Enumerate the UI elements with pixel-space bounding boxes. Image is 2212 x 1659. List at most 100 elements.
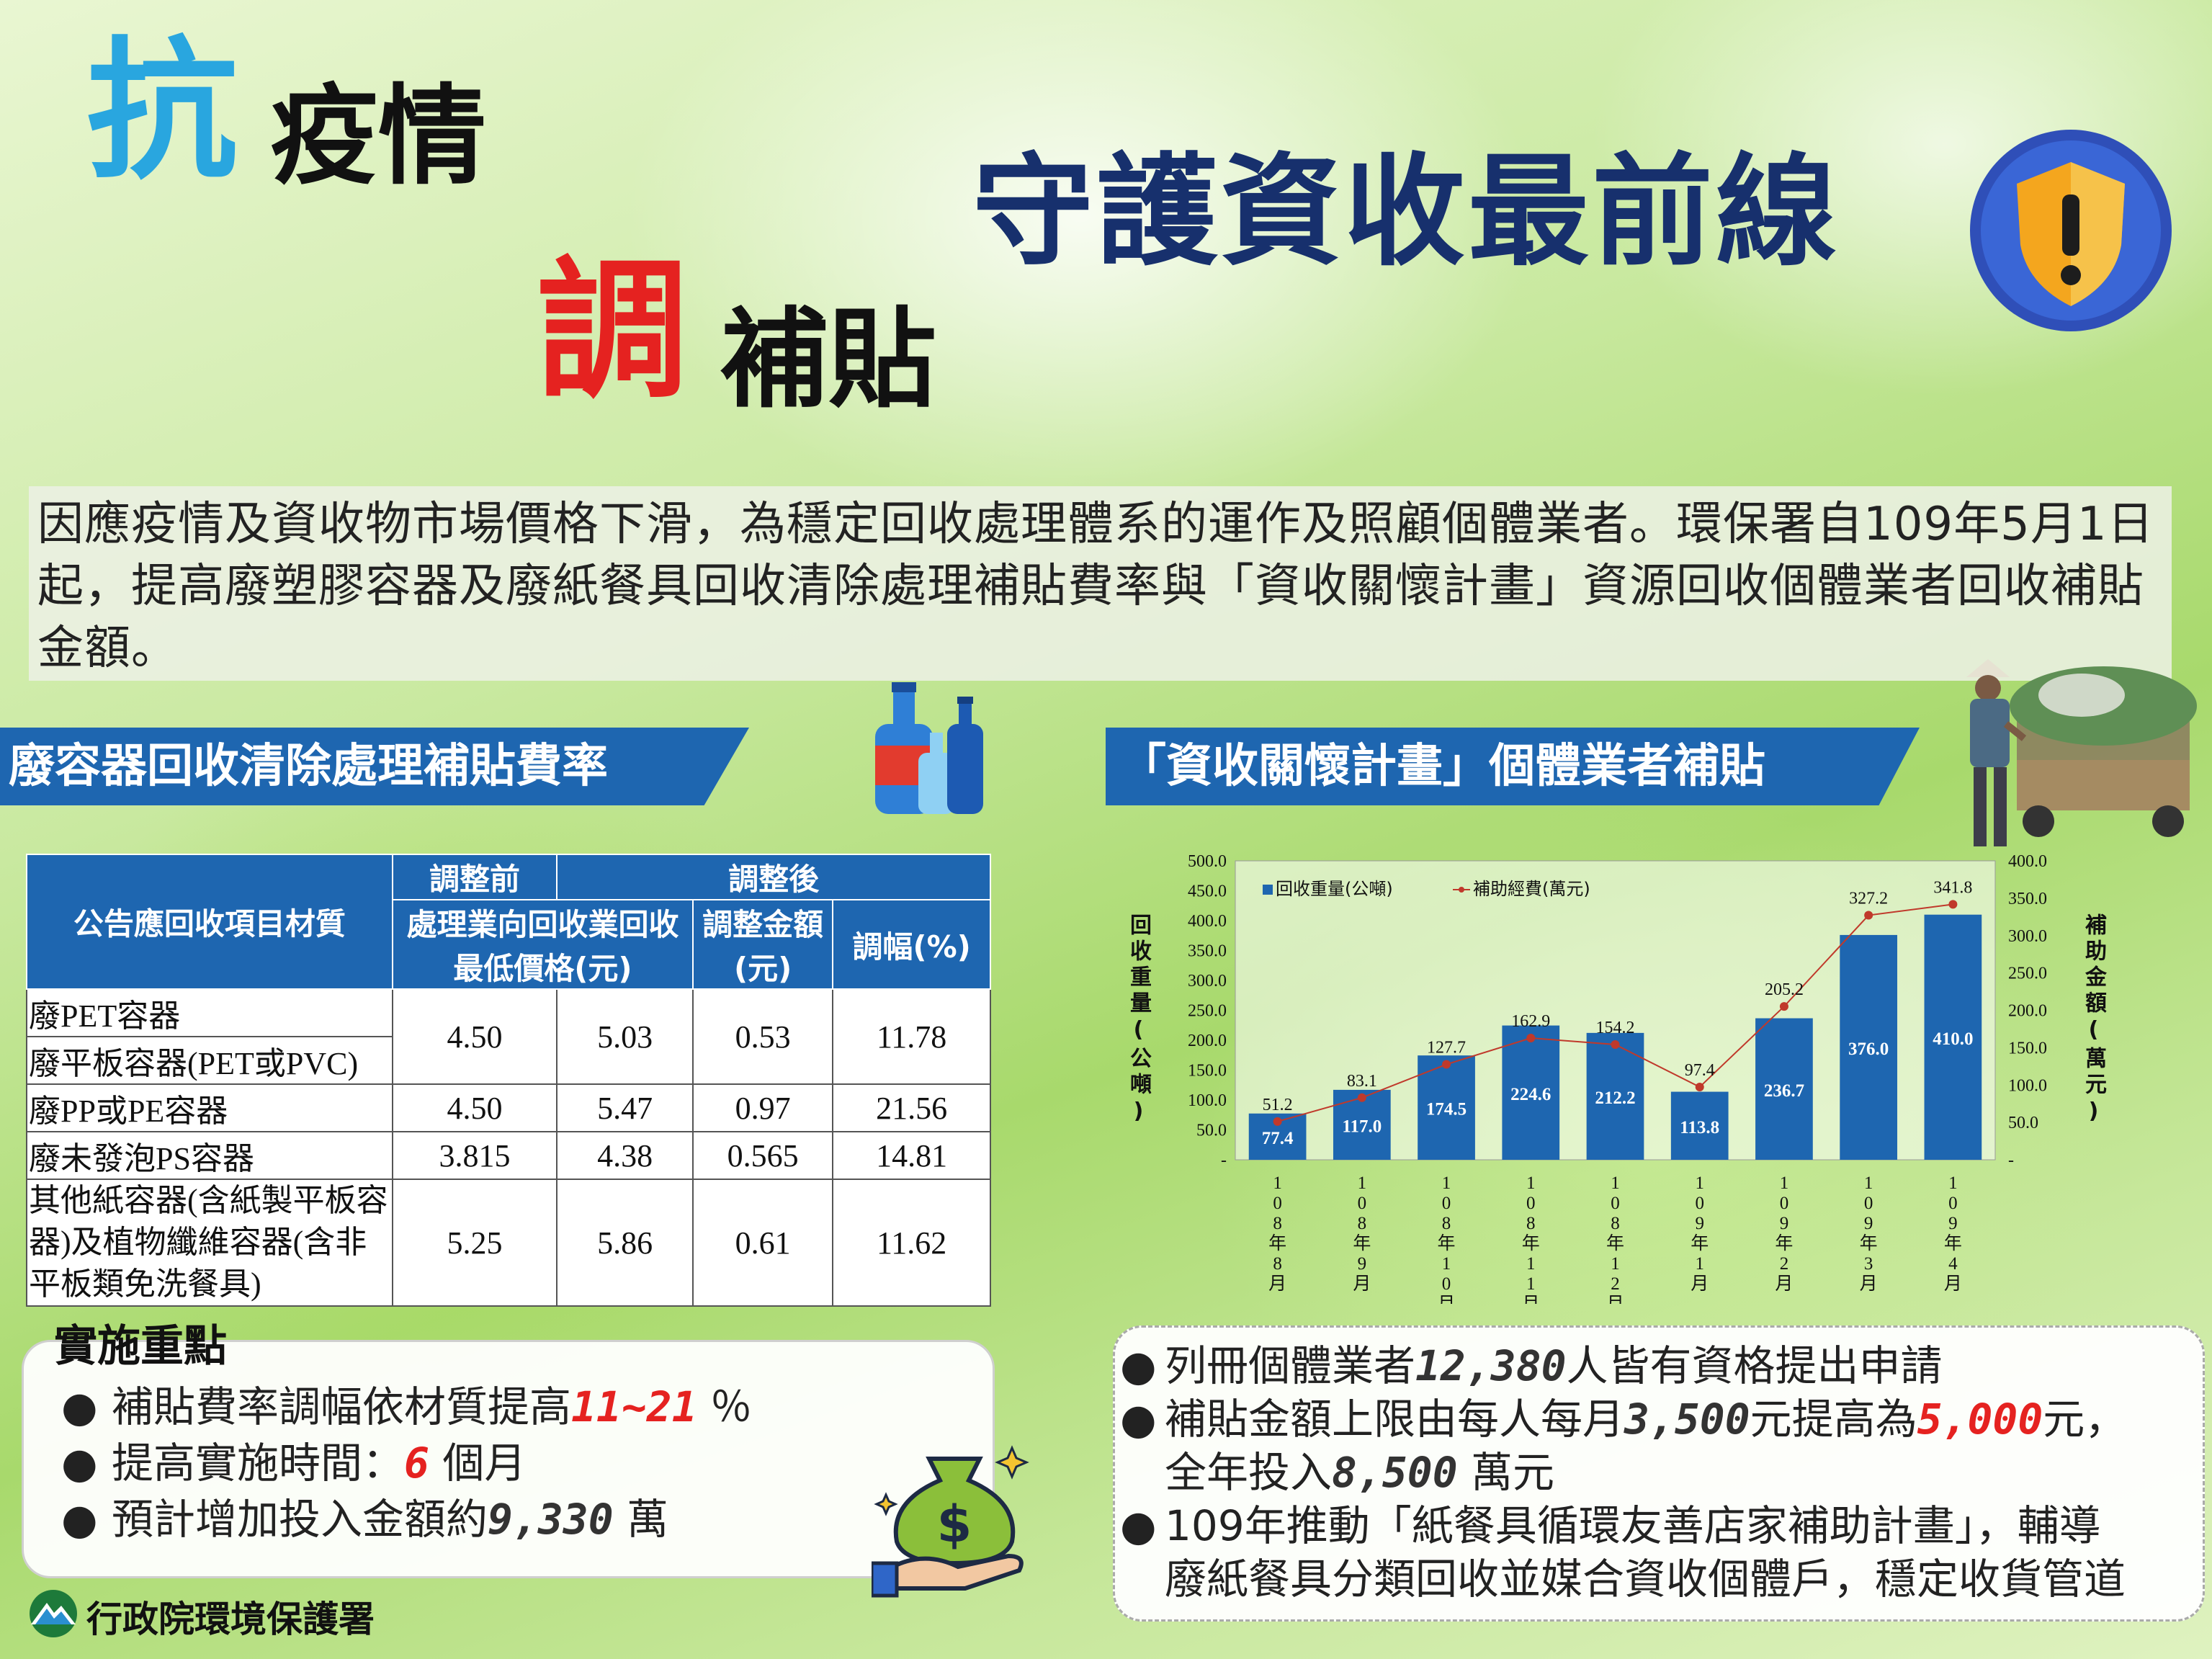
cell-diff: 0.97	[692, 1083, 834, 1132]
x-tick-char: 4	[1948, 1254, 1958, 1274]
legend-line-marker	[1459, 887, 1464, 893]
header-after: 調整後	[556, 854, 991, 900]
y-tick-left: 400.0	[1188, 912, 1227, 931]
y-tick-left: 450.0	[1188, 882, 1227, 901]
bar	[1670, 1091, 1729, 1160]
rb2-text-post: 元，	[2043, 1395, 2127, 1444]
impl-bullet-1: ● 補貼費率調幅依材質提高11~21 ％	[61, 1382, 753, 1431]
y-tick-right: 300.0	[2008, 927, 2047, 946]
bottles-icon	[875, 682, 983, 814]
x-tick-char: 3	[1864, 1254, 1873, 1274]
main-headline: 守護資收最前線	[972, 141, 1840, 282]
x-tick-char: 年	[1268, 1233, 1286, 1253]
x-tick-char: 月	[1691, 1274, 1709, 1294]
cell-before: 4.50	[391, 1083, 558, 1132]
right-bullet-2: ● 補貼金額上限由每人每月3,500元提高為5,000元，	[1120, 1395, 2127, 1444]
y-tick-right: 400.0	[2008, 852, 2047, 871]
y-tick-left: -	[1221, 1151, 1227, 1170]
x-tick-char: 1	[1948, 1173, 1958, 1193]
line-value-label: 127.7	[1427, 1039, 1466, 1057]
cell-after: 5.47	[556, 1083, 694, 1132]
x-tick-char: 年	[1353, 1233, 1371, 1253]
legend-bar-swatch	[1263, 885, 1273, 895]
y-tick-left: 500.0	[1188, 852, 1227, 871]
impl-b2-value: 6	[404, 1439, 429, 1488]
x-tick-label: 108年10月	[1438, 1173, 1456, 1304]
x-tick-char: 1	[1695, 1173, 1704, 1193]
implementation-title: 實施重點	[54, 1321, 227, 1372]
cell-after: 5.03	[556, 988, 694, 1085]
line-value-label: 154.2	[1596, 1019, 1635, 1037]
rb2-value-old: 3,500	[1624, 1395, 1750, 1444]
impl-b1-text: 補貼費率調幅依材質提高	[112, 1382, 572, 1431]
section-title-container-rate: 廢容器回收清除處理補貼費率	[0, 728, 749, 805]
cell-pct: 14.81	[832, 1131, 991, 1180]
y-tick-left: 150.0	[1188, 1062, 1227, 1081]
x-tick-char: 8	[1526, 1214, 1536, 1233]
x-tick-char: 1	[1273, 1173, 1282, 1193]
y-tick-right: 250.0	[2008, 965, 2047, 983]
bar-value-label: 212.2	[1595, 1088, 1635, 1108]
recycler-cart-icon	[1966, 659, 2197, 846]
y-tick-right: 350.0	[2008, 890, 2047, 908]
cell-after: 5.86	[556, 1179, 694, 1307]
line-value-label: 162.9	[1511, 1012, 1550, 1031]
x-tick-char: 8	[1273, 1214, 1282, 1233]
cell-diff: 0.565	[692, 1131, 834, 1180]
x-tick-char: 0	[1780, 1194, 1789, 1213]
title-subsidy: 補貼	[720, 298, 937, 423]
bar	[1418, 1055, 1475, 1160]
impl-bullet-2: ● 提高實施時間：6 個月	[61, 1439, 527, 1488]
x-tick-char: 1	[1695, 1254, 1704, 1274]
header-material: 公告應回收項目材質	[26, 854, 393, 990]
line-point	[1273, 1117, 1282, 1126]
x-tick-char: 年	[1691, 1233, 1709, 1253]
x-tick-char: 2	[1611, 1274, 1620, 1294]
title-epidemic: 疫情	[270, 74, 487, 200]
x-tick-char: 1	[1442, 1254, 1451, 1274]
header-before: 調整前	[391, 854, 558, 900]
x-tick-char: 月	[1944, 1274, 1962, 1294]
x-tick-char: 0	[1442, 1194, 1451, 1213]
table-row: 廢PP或PE容器 4.50 5.47 0.97 21.56	[26, 1083, 991, 1132]
x-tick-char: 9	[1358, 1254, 1367, 1274]
x-tick-char: 1	[1864, 1173, 1873, 1193]
table-row: 廢PET容器 4.50 5.03 0.53 11.78	[26, 988, 991, 1085]
header-after-amount: 調整金額(元)	[692, 899, 834, 990]
impl-b2-unit: 個月	[429, 1439, 527, 1488]
line-point	[1357, 1093, 1366, 1102]
rb2l2-value: 8,500	[1332, 1448, 1458, 1497]
cell-pct: 11.62	[832, 1179, 991, 1307]
line-point	[1526, 1033, 1536, 1042]
agency-name: 行政院環境保護署	[86, 1598, 375, 1640]
cell-material: 廢PET容器	[26, 988, 393, 1037]
impl-b2-text: 提高實施時間：	[112, 1439, 405, 1488]
bar-value-label: 410.0	[1933, 1029, 1973, 1049]
x-tick-char: 月	[1353, 1274, 1371, 1294]
table-row: 廢未發泡PS容器 3.815 4.38 0.565 14.81	[26, 1131, 991, 1180]
x-tick-char: 8	[1611, 1214, 1620, 1233]
x-tick-char: 年	[1438, 1233, 1456, 1253]
rb2-text: 補貼金額上限由每人每月	[1165, 1395, 1625, 1444]
cell-before: 4.50	[391, 988, 558, 1085]
y-tick-right: 200.0	[2008, 1002, 2047, 1021]
implementation-box	[22, 1340, 995, 1578]
cell-pct: 11.78	[832, 988, 991, 1085]
x-tick-char: 1	[1611, 1254, 1620, 1274]
y-tick-left: 100.0	[1188, 1091, 1227, 1110]
x-tick-label: 108年11月	[1522, 1173, 1540, 1304]
y-tick-right: -	[2008, 1151, 2014, 1170]
x-tick-char: 8	[1358, 1214, 1367, 1233]
x-tick-char: 月	[1775, 1274, 1793, 1294]
right-bullet-1: ● 列冊個體業者12,380人皆有資格提出申請	[1120, 1341, 1943, 1390]
header-before-sub: 處理業向回收業回收最低價格(元)	[391, 899, 694, 990]
line-value-label: 205.2	[1765, 980, 1804, 999]
subsidy-rate-table: 公告應回收項目材質 調整前 調整後 處理業向回收業回收最低價格(元) 調整金額(…	[26, 854, 991, 1307]
x-tick-char: 月	[1438, 1294, 1456, 1304]
subsidy-chart: -50.0100.0150.0200.0250.0300.0350.0400.0…	[1188, 852, 2047, 1304]
rb1-text-post: 人皆有資格提出申請	[1566, 1341, 1943, 1390]
